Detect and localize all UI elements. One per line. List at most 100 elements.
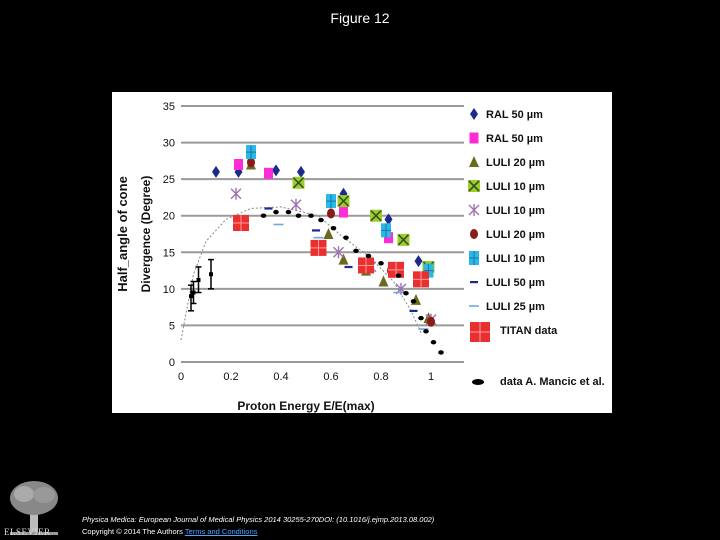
legend-marker-plus-cross	[469, 251, 479, 265]
data-point-bigsquarecross-cross	[233, 215, 249, 232]
x-tick-label: 1	[428, 371, 434, 383]
error-bar-point	[191, 290, 196, 295]
data-point-circle	[427, 316, 435, 327]
data-point-ellipse	[295, 213, 302, 218]
y-tick-label: 35	[163, 101, 175, 113]
data-point-ellipse	[330, 225, 337, 231]
x-tick-label: 0	[178, 371, 184, 383]
data-point-dash	[409, 309, 418, 312]
data-point-ellipse	[438, 350, 444, 355]
legend-label: LULI 10 µm	[486, 205, 545, 217]
legend-label: TITAN data	[500, 325, 558, 337]
data-point-ellipse	[260, 213, 267, 218]
data-point-ellipse	[365, 253, 372, 259]
data-point-square	[264, 167, 273, 179]
y-tick-label: 15	[163, 247, 175, 259]
data-point-ellipse	[308, 213, 314, 218]
data-point-bigsquarecross	[358, 257, 374, 274]
y-tick-label: 5	[169, 320, 175, 332]
x-tick-label: 0.2	[223, 371, 238, 383]
data-point-asterisk	[333, 246, 344, 259]
data-point-ellipse	[273, 209, 279, 215]
data-point-square	[384, 232, 393, 244]
footer: Physica Medica: European Journal of Medi…	[82, 514, 434, 538]
legend-marker-xbox-cross	[468, 180, 480, 192]
y-axis-label-inner: Divergence (Degree)	[139, 176, 153, 293]
data-point-diamond	[212, 165, 220, 178]
data-point-bigsquarecross	[413, 271, 429, 288]
legend-label: data A. Mancic et al.	[500, 376, 605, 388]
data-point-plus	[326, 194, 336, 209]
legend-label: LULI 20 µm	[486, 157, 545, 169]
data-point-ellipse	[423, 329, 429, 334]
legend-label: LULI 10 µm	[486, 181, 545, 193]
data-point-square	[234, 159, 243, 171]
data-point-ellipse	[285, 209, 292, 215]
x-axis-label: Proton Energy E/E(max)	[237, 399, 374, 413]
data-point-plus-cross	[326, 194, 336, 209]
data-point-asterisk	[290, 198, 302, 211]
data-point-hline	[393, 291, 404, 294]
data-point-bigsquarecross	[310, 239, 327, 256]
data-point-ellipse	[343, 235, 349, 240]
y-tick-label: 20	[163, 211, 175, 223]
data-point-triangle	[323, 228, 334, 239]
legend-marker-dash	[470, 281, 478, 284]
footer-citation: Physica Medica: European Journal of Medi…	[82, 515, 435, 524]
y-tick-label: 10	[163, 284, 175, 296]
x-tick-label: 0.6	[323, 371, 338, 383]
data-point-circle	[247, 157, 255, 168]
data-point-dash	[312, 229, 320, 232]
data-point-ellipse	[378, 261, 384, 266]
data-point-plus-cross	[381, 223, 391, 238]
legend-label: LULI 20 µm	[486, 229, 545, 241]
data-point-diamond	[384, 213, 393, 226]
legend-marker-hline	[469, 305, 479, 307]
legend-marker-xbox	[468, 180, 480, 192]
data-point-circle	[327, 208, 335, 219]
footer-copyright-line: Copyright © 2014 The Authors Terms and C…	[82, 526, 434, 538]
data-point-hline	[313, 236, 324, 239]
data-point-dash	[264, 207, 273, 210]
data-point-xbox-cross	[292, 177, 305, 189]
legend-label: LULI 50 µm	[486, 277, 545, 289]
data-point-ellipse	[430, 340, 437, 345]
data-point-xbox	[370, 209, 382, 222]
y-tick-label: 30	[163, 138, 175, 150]
data-point-asterisk	[230, 187, 242, 200]
legend-label: LULI 10 µm	[486, 253, 545, 265]
data-point-plus	[381, 223, 391, 238]
legend-marker-bigsquarecross-cross	[470, 322, 490, 342]
data-point-xbox	[292, 176, 305, 189]
slide-title: Figure 12	[330, 10, 390, 26]
data-point-ellipse	[395, 273, 402, 278]
error-bar-point	[189, 294, 193, 299]
data-point-xbox	[397, 233, 410, 246]
legend-marker-plus	[469, 251, 479, 265]
data-point-xbox-cross	[370, 210, 382, 222]
legend-marker-square	[469, 132, 479, 144]
divergence-chart: 0 5 10 15 20 25 30 35 0 0.2 0.4 0.6 0.8 1 Proton Energ…	[115, 101, 605, 413]
y-axis-label-outer: Half_angle of cone	[115, 176, 130, 292]
error-bar-point	[196, 278, 201, 283]
y-tick-label: 25	[163, 174, 175, 186]
legend-marker-bigsquarecross	[470, 322, 490, 342]
data-point-diamond	[272, 164, 280, 177]
data-point-square	[339, 206, 348, 218]
data-point-bigsquarecross	[233, 215, 249, 232]
legend-marker-asterisk	[468, 204, 480, 216]
legend-marker-diamond	[470, 108, 478, 120]
data-point-ellipse	[403, 291, 409, 296]
terms-link[interactable]: Terms and Conditions	[184, 527, 258, 536]
chart-figure: 0 5 10 15 20 25 30 35 0 0.2 0.4 0.6 0.8 1 Proton Energ…	[112, 92, 612, 413]
legend-marker-circle	[470, 229, 478, 239]
data-point-xbox-cross	[397, 234, 410, 246]
data-point-ellipse	[418, 315, 424, 321]
legend-label: RAL 50 µm	[486, 133, 543, 145]
data-point-diamond	[297, 165, 305, 178]
data-point-bigsquarecross-cross	[358, 257, 374, 274]
data-point-ellipse	[353, 248, 359, 254]
elsevier-tree-logo	[10, 481, 58, 535]
data-point-dash	[344, 265, 353, 269]
legend-marker-triangle	[469, 156, 479, 167]
